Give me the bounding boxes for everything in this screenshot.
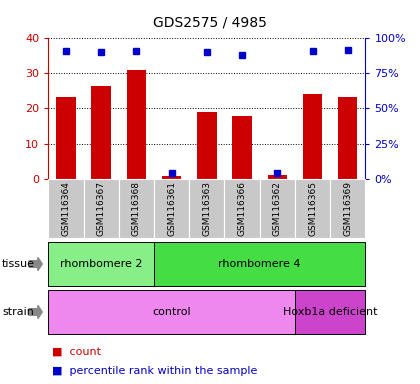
FancyArrow shape [29,257,42,271]
Text: strain: strain [2,307,34,317]
Text: ■  percentile rank within the sample: ■ percentile rank within the sample [52,366,258,376]
Text: GSM116364: GSM116364 [61,181,71,236]
Text: rhombomere 4: rhombomere 4 [218,259,301,269]
Text: GSM116362: GSM116362 [273,181,282,236]
Bar [197,112,217,179]
Bar [338,97,357,179]
Text: GSM116367: GSM116367 [97,181,106,236]
Text: tissue: tissue [2,259,35,269]
FancyArrow shape [29,305,42,319]
Text: GSM116368: GSM116368 [132,181,141,236]
Text: ■  count: ■ count [52,346,102,356]
Text: GSM116365: GSM116365 [308,181,317,236]
Text: GSM116361: GSM116361 [167,181,176,236]
Text: control: control [152,307,191,317]
Bar [303,94,322,179]
Text: rhombomere 2: rhombomere 2 [60,259,142,269]
Bar [56,97,76,179]
Bar [127,70,146,179]
Text: GSM116366: GSM116366 [238,181,247,236]
Bar [162,176,181,179]
Bar [268,175,287,179]
Bar [92,86,111,179]
Bar [232,116,252,179]
Text: GSM116363: GSM116363 [202,181,211,236]
Text: GDS2575 / 4985: GDS2575 / 4985 [153,15,267,29]
Text: Hoxb1a deficient: Hoxb1a deficient [283,307,378,317]
Text: GSM116369: GSM116369 [343,181,352,236]
